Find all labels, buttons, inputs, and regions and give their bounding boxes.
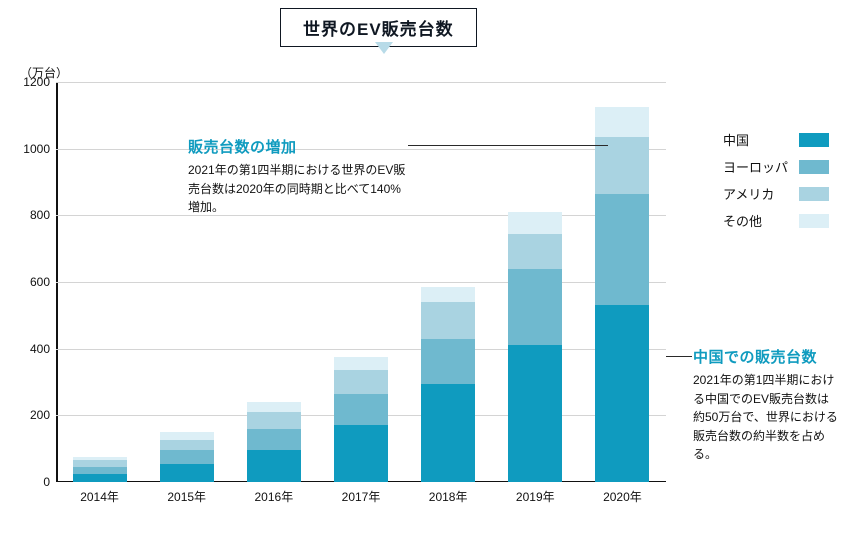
legend-label: その他 (723, 211, 789, 230)
annotation-china: 中国での販売台数 2021年の第1四半期における中国でのEV販売台数は約50万台… (693, 346, 838, 464)
bar-segment-america (73, 460, 127, 467)
annotation-increase-title: 販売台数の増加 (188, 136, 408, 157)
bar-segment-china (73, 474, 127, 482)
legend: 中国 ヨーロッパ アメリカ その他 (723, 130, 829, 238)
bar-segment-europe (334, 394, 388, 426)
y-tick-label: 600 (10, 275, 50, 289)
annotation-china-body: 2021年の第1四半期における中国でのEV販売台数は約50万台で、世界における販… (693, 371, 838, 464)
bar-segment-other (247, 402, 301, 412)
bar-segment-china (508, 345, 562, 482)
annotation-increase-body: 2021年の第1四半期における世界のEV販売台数は2020年の同時期と比べて14… (188, 161, 408, 217)
legend-item-europe: ヨーロッパ (723, 157, 829, 176)
legend-swatch-icon (799, 160, 829, 174)
legend-swatch-icon (799, 133, 829, 147)
y-tick-label: 200 (10, 408, 50, 422)
legend-label: アメリカ (723, 184, 789, 203)
x-tick-label: 2017年 (342, 488, 381, 505)
bar-segment-europe (160, 450, 214, 463)
bar-segment-other (160, 432, 214, 440)
legend-swatch-icon (799, 214, 829, 228)
annotation-china-leader (666, 356, 692, 357)
x-tick-label: 2018年 (429, 488, 468, 505)
bar-segment-europe (421, 339, 475, 384)
y-tick-label: 1000 (10, 142, 50, 156)
bar-segment-other (595, 107, 649, 137)
bar-segment-other (73, 457, 127, 460)
title-pointer-icon (375, 42, 393, 54)
y-tick-label: 800 (10, 208, 50, 222)
bar-segment-america (160, 440, 214, 450)
x-tick-label: 2020年 (603, 488, 642, 505)
bar-segment-europe (73, 467, 127, 474)
bar-segment-america (421, 302, 475, 339)
bar-segment-china (421, 384, 475, 482)
legend-item-america: アメリカ (723, 184, 829, 203)
legend-item-china: 中国 (723, 130, 829, 149)
legend-label: 中国 (723, 130, 789, 149)
bar-segment-europe (508, 269, 562, 346)
annotation-increase: 販売台数の増加 2021年の第1四半期における世界のEV販売台数は2020年の同… (188, 136, 408, 217)
bar-segment-china (247, 450, 301, 482)
x-tick-label: 2015年 (167, 488, 206, 505)
x-tick-label: 2014年 (80, 488, 119, 505)
gridline (56, 82, 666, 83)
bar-segment-other (421, 287, 475, 302)
x-tick-label: 2016年 (254, 488, 293, 505)
bar-segment-china (334, 425, 388, 482)
annotation-increase-leader (408, 145, 608, 146)
bar-segment-china (160, 464, 214, 482)
bar-segment-europe (247, 429, 301, 451)
gridline (56, 349, 666, 350)
x-tick-label: 2019年 (516, 488, 555, 505)
bar-segment-america (508, 234, 562, 269)
bar-segment-europe (595, 194, 649, 306)
y-tick-label: 0 (10, 475, 50, 489)
legend-swatch-icon (799, 187, 829, 201)
bar-segment-america (247, 412, 301, 429)
legend-item-other: その他 (723, 211, 829, 230)
bar-segment-america (334, 370, 388, 393)
bar-segment-china (595, 305, 649, 482)
legend-label: ヨーロッパ (723, 157, 789, 176)
y-tick-label: 1200 (10, 75, 50, 89)
y-tick-label: 400 (10, 342, 50, 356)
bar-segment-other (334, 357, 388, 370)
annotation-china-title: 中国での販売台数 (693, 346, 838, 367)
bar-segment-other (508, 212, 562, 234)
gridline (56, 282, 666, 283)
